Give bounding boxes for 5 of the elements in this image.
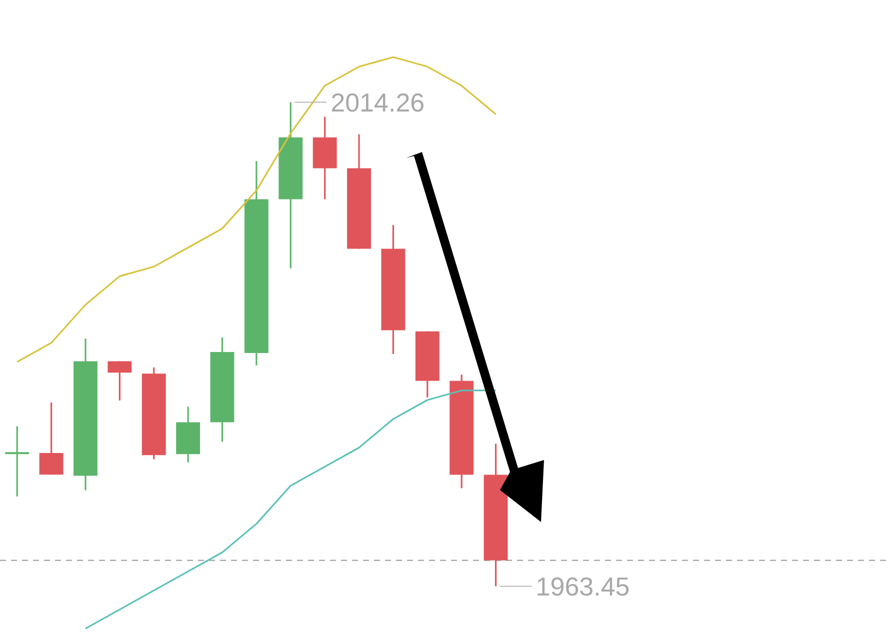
candlestick: [5, 425, 30, 498]
annotation: 1963.45: [536, 571, 630, 602]
annotation: 2014.26: [330, 87, 425, 118]
candlestick: [108, 360, 132, 402]
candlestick: [39, 402, 64, 476]
